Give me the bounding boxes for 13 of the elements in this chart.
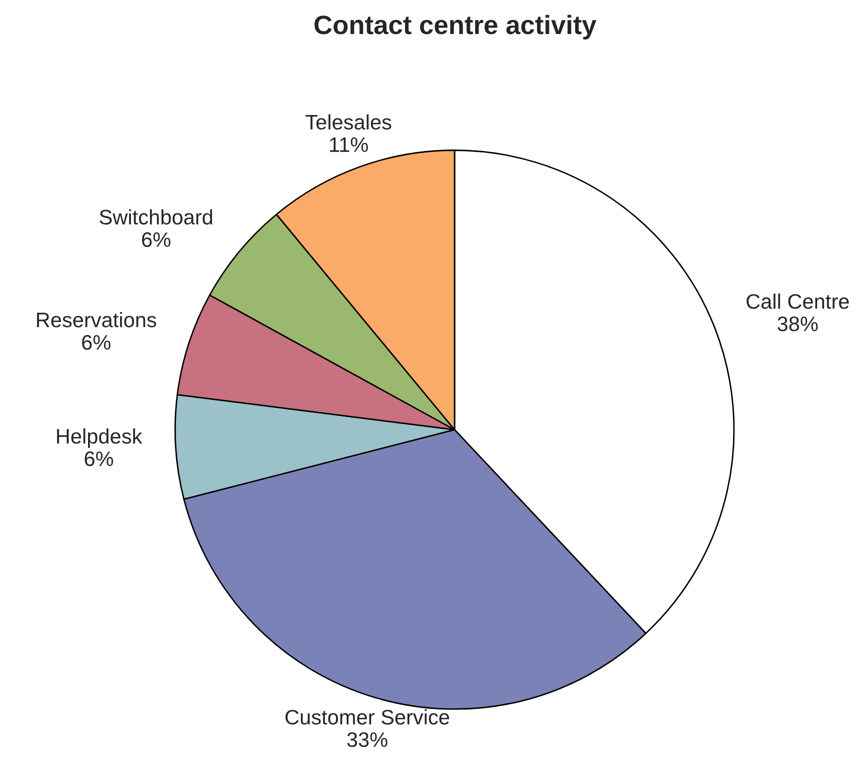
data-label: 11% bbox=[330, 137, 368, 152]
slice-label: Helpdesk bbox=[57, 428, 142, 448]
chart-title: Contact centre activity bbox=[314, 14, 596, 40]
slice-label: Reservations bbox=[37, 312, 156, 328]
slice-label: Telesales bbox=[306, 114, 392, 130]
data-label: 6% bbox=[142, 232, 170, 248]
slice-label: Switchboard bbox=[100, 209, 212, 225]
data-label: 6% bbox=[82, 335, 110, 350]
data-label: 38% bbox=[778, 316, 818, 332]
data-label: 6% bbox=[84, 451, 114, 466]
slice-label: Customer Service bbox=[286, 709, 450, 725]
data-label: 33% bbox=[347, 732, 388, 748]
slice-label: Call Centre bbox=[746, 294, 849, 309]
